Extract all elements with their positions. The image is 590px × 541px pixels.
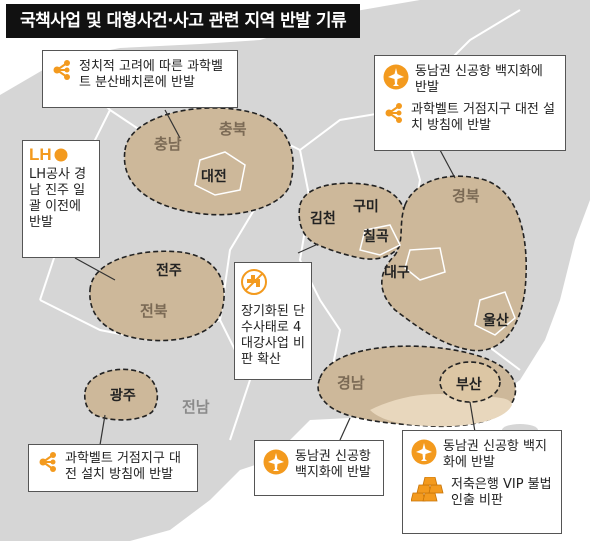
callout-gyeongnam: 동남권 신공항 백지화에 반발 xyxy=(254,440,384,496)
callout-lh-relocation: LH LH공사 경남 진주 일괄 이전에 반발 xyxy=(22,140,100,258)
network-icon xyxy=(51,59,73,86)
callout-text: LH공사 경남 진주 일괄 이전에 반발 xyxy=(29,167,87,230)
region-gwangju xyxy=(83,368,159,421)
label-jeonju: 전주 xyxy=(156,263,182,279)
label-daejeon: 대전 xyxy=(201,169,227,185)
gold-bars-icon xyxy=(410,476,445,508)
label-gyeongbuk: 경북 xyxy=(452,187,480,205)
label-gwangju: 광주 xyxy=(110,388,136,404)
region-busan xyxy=(439,361,501,403)
callout-text: 장기화된 단수사태로 4대강사업 비판 확산 xyxy=(241,304,305,367)
callout-gwangju: 과학벨트 거점지구 대전 설치 방침에 반발 xyxy=(28,444,198,492)
callout-science-belt-split: 정치적 고려에 따른 과학벨트 분산배치론에 반발 xyxy=(42,50,238,108)
region-jeonbuk xyxy=(89,250,225,342)
callout-gyeongbuk: 동남권 신공항 백지화에 반발 과학벨트 거점지구 대전 설치 방침에 반발 xyxy=(374,55,566,151)
label-gimcheon: 김천 xyxy=(310,211,336,227)
airplane-icon xyxy=(383,64,409,95)
label-jeonnam: 전남 xyxy=(182,398,210,416)
callout-water-outage: 장기화된 단수사태로 4대강사업 비판 확산 xyxy=(234,262,312,380)
label-daegu: 대구 xyxy=(384,265,410,281)
label-ulsan: 울산 xyxy=(483,313,509,329)
airplane-icon xyxy=(411,439,437,470)
callout-busan: 동남권 신공항 백지화에 반발 저축은행 VIP 불법인출 비판 xyxy=(402,430,562,534)
label-jeonbuk: 전북 xyxy=(140,302,168,320)
label-chungnam: 충남 xyxy=(154,135,182,153)
network-icon xyxy=(383,102,405,129)
region-gyeongbuk xyxy=(381,175,528,352)
label-chilgok: 칠곡 xyxy=(363,229,389,245)
label-chungbuk: 충북 xyxy=(219,120,247,138)
label-gumi: 구미 xyxy=(353,199,379,215)
label-busan: 부산 xyxy=(456,377,482,393)
region-chungcheong xyxy=(123,107,294,216)
lh-logo: LH xyxy=(29,146,93,163)
label-gyeongnam: 경남 xyxy=(337,374,365,392)
callout-text: 정치적 고려에 따른 과학벨트 분산배치론에 반발 xyxy=(79,59,223,90)
map-title: 국책사업 및 대형사건·사고 관련 지역 반발 기류 xyxy=(6,4,361,38)
airplane-icon xyxy=(263,449,289,480)
network-icon xyxy=(37,451,59,478)
faucet-icon xyxy=(241,269,305,300)
